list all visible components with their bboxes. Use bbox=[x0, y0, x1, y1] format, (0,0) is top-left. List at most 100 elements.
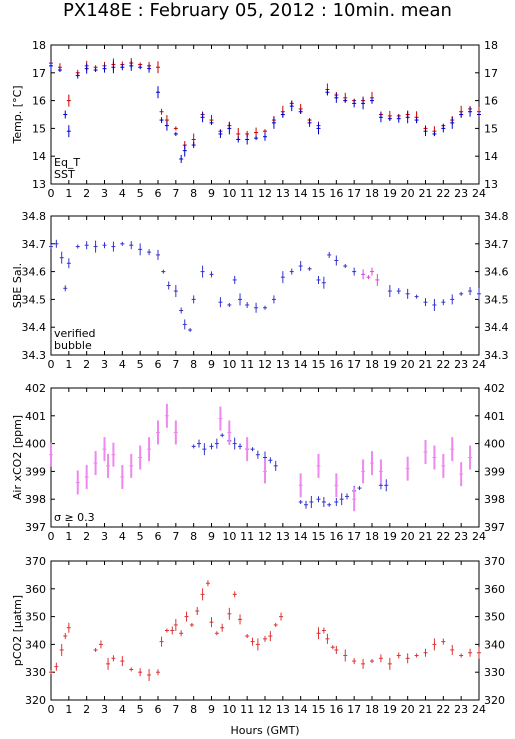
x-tick-label: 5 bbox=[137, 530, 144, 543]
x-tick-label: 11 bbox=[240, 187, 254, 200]
x-tick-label: 3 bbox=[101, 358, 108, 371]
y-tick-label: 34.5 bbox=[484, 293, 509, 306]
x-tick-label: 6 bbox=[155, 703, 162, 716]
x-tick-label: 15 bbox=[312, 187, 326, 200]
y-tick-label: 401 bbox=[484, 410, 505, 423]
x-tick-label: 13 bbox=[276, 530, 290, 543]
x-tick-label: 22 bbox=[436, 187, 450, 200]
y-tick-label: 320 bbox=[25, 694, 46, 707]
x-tick-label: 19 bbox=[383, 703, 397, 716]
y-tick-label: 13 bbox=[484, 178, 498, 191]
y-tick-label: 340 bbox=[484, 638, 505, 651]
x-tick-label: 18 bbox=[365, 358, 379, 371]
x-tick-label: 18 bbox=[365, 703, 379, 716]
x-tick-label: 24 bbox=[472, 358, 486, 371]
y-tick-label: 400 bbox=[484, 438, 505, 451]
y-tick-label: 360 bbox=[484, 583, 505, 596]
x-tick-label: 12 bbox=[258, 703, 272, 716]
x-tick-label: 4 bbox=[119, 358, 126, 371]
y-tick-label: 398 bbox=[484, 493, 505, 506]
x-tick-label: 9 bbox=[208, 703, 215, 716]
y-tick-label: 34.3 bbox=[484, 349, 509, 362]
x-tick-label: 14 bbox=[294, 530, 308, 543]
x-tick-label: 5 bbox=[137, 703, 144, 716]
y-tick-label: 15 bbox=[484, 122, 498, 135]
x-tick-label: 24 bbox=[472, 530, 486, 543]
x-tick-label: 12 bbox=[258, 187, 272, 200]
y-tick-label: 401 bbox=[25, 410, 46, 423]
y-tick-label: 34.4 bbox=[484, 321, 509, 334]
x-tick-label: 19 bbox=[383, 187, 397, 200]
y-tick-label: 397 bbox=[25, 521, 46, 534]
x-tick-label: 9 bbox=[208, 530, 215, 543]
x-tick-label: 12 bbox=[258, 530, 272, 543]
y-tick-label: 320 bbox=[484, 694, 505, 707]
x-tick-label: 15 bbox=[312, 358, 326, 371]
x-tick-label: 10 bbox=[222, 530, 236, 543]
x-tick-label: 16 bbox=[329, 703, 343, 716]
y-tick-label: 400 bbox=[25, 438, 46, 451]
legend-entry: verified bbox=[54, 327, 96, 340]
y-tick-label: 15 bbox=[32, 122, 46, 135]
y-tick-label: 18 bbox=[484, 39, 498, 52]
x-tick-label: 17 bbox=[347, 187, 361, 200]
plot-frame bbox=[50, 560, 480, 701]
x-tick-label: 5 bbox=[137, 187, 144, 200]
x-tick-label: 2 bbox=[83, 358, 90, 371]
y-tick-label: 16 bbox=[484, 95, 498, 108]
x-tick-label: 22 bbox=[436, 358, 450, 371]
x-tick-label: 6 bbox=[155, 187, 162, 200]
x-tick-label: 23 bbox=[454, 703, 468, 716]
x-tick-label: 14 bbox=[294, 187, 308, 200]
y-axis-label: SBE Sal. bbox=[11, 263, 24, 308]
x-tick-label: 11 bbox=[240, 530, 254, 543]
y-tick-label: 370 bbox=[25, 555, 46, 568]
x-tick-label: 23 bbox=[454, 187, 468, 200]
x-tick-label: 10 bbox=[222, 187, 236, 200]
y-tick-label: 402 bbox=[484, 382, 505, 395]
x-tick-label: 20 bbox=[401, 530, 415, 543]
y-tick-label: 16 bbox=[32, 95, 46, 108]
y-tick-label: 18 bbox=[32, 39, 46, 52]
x-tick-label: 18 bbox=[365, 187, 379, 200]
x-tick-label: 7 bbox=[172, 358, 179, 371]
x-tick-label: 1 bbox=[65, 703, 72, 716]
x-tick-label: 0 bbox=[48, 358, 55, 371]
x-tick-label: 16 bbox=[329, 187, 343, 200]
plot-frame bbox=[50, 215, 480, 356]
x-tick-label: 24 bbox=[472, 187, 486, 200]
x-axis-label: Hours (GMT) bbox=[230, 724, 299, 737]
y-tick-label: 402 bbox=[25, 382, 46, 395]
y-tick-label: 17 bbox=[32, 67, 46, 80]
x-tick-label: 1 bbox=[65, 530, 72, 543]
legend-entry: bubble bbox=[54, 339, 92, 352]
y-tick-label: 350 bbox=[25, 611, 46, 624]
x-tick-label: 22 bbox=[436, 703, 450, 716]
y-tick-label: 330 bbox=[25, 666, 46, 679]
x-tick-label: 13 bbox=[276, 187, 290, 200]
x-tick-label: 5 bbox=[137, 358, 144, 371]
x-tick-label: 11 bbox=[240, 703, 254, 716]
x-tick-label: 19 bbox=[383, 530, 397, 543]
x-tick-label: 8 bbox=[190, 703, 197, 716]
x-tick-label: 9 bbox=[208, 358, 215, 371]
x-tick-label: 3 bbox=[101, 530, 108, 543]
y-tick-label: 34.6 bbox=[484, 266, 509, 279]
x-tick-label: 21 bbox=[419, 187, 433, 200]
y-tick-label: 14 bbox=[32, 150, 46, 163]
x-tick-label: 17 bbox=[347, 703, 361, 716]
y-tick-label: 34.5 bbox=[22, 293, 47, 306]
x-tick-label: 20 bbox=[401, 187, 415, 200]
x-tick-label: 0 bbox=[48, 530, 55, 543]
y-tick-label: 34.8 bbox=[484, 210, 509, 223]
x-tick-label: 17 bbox=[347, 358, 361, 371]
x-tick-label: 7 bbox=[172, 703, 179, 716]
x-tick-label: 6 bbox=[155, 530, 162, 543]
x-tick-label: 8 bbox=[190, 530, 197, 543]
y-tick-label: 340 bbox=[25, 638, 46, 651]
y-tick-label: 34.8 bbox=[22, 210, 47, 223]
x-tick-label: 6 bbox=[155, 358, 162, 371]
x-tick-label: 18 bbox=[365, 530, 379, 543]
y-tick-label: 34.3 bbox=[22, 349, 47, 362]
y-tick-label: 13 bbox=[32, 178, 46, 191]
